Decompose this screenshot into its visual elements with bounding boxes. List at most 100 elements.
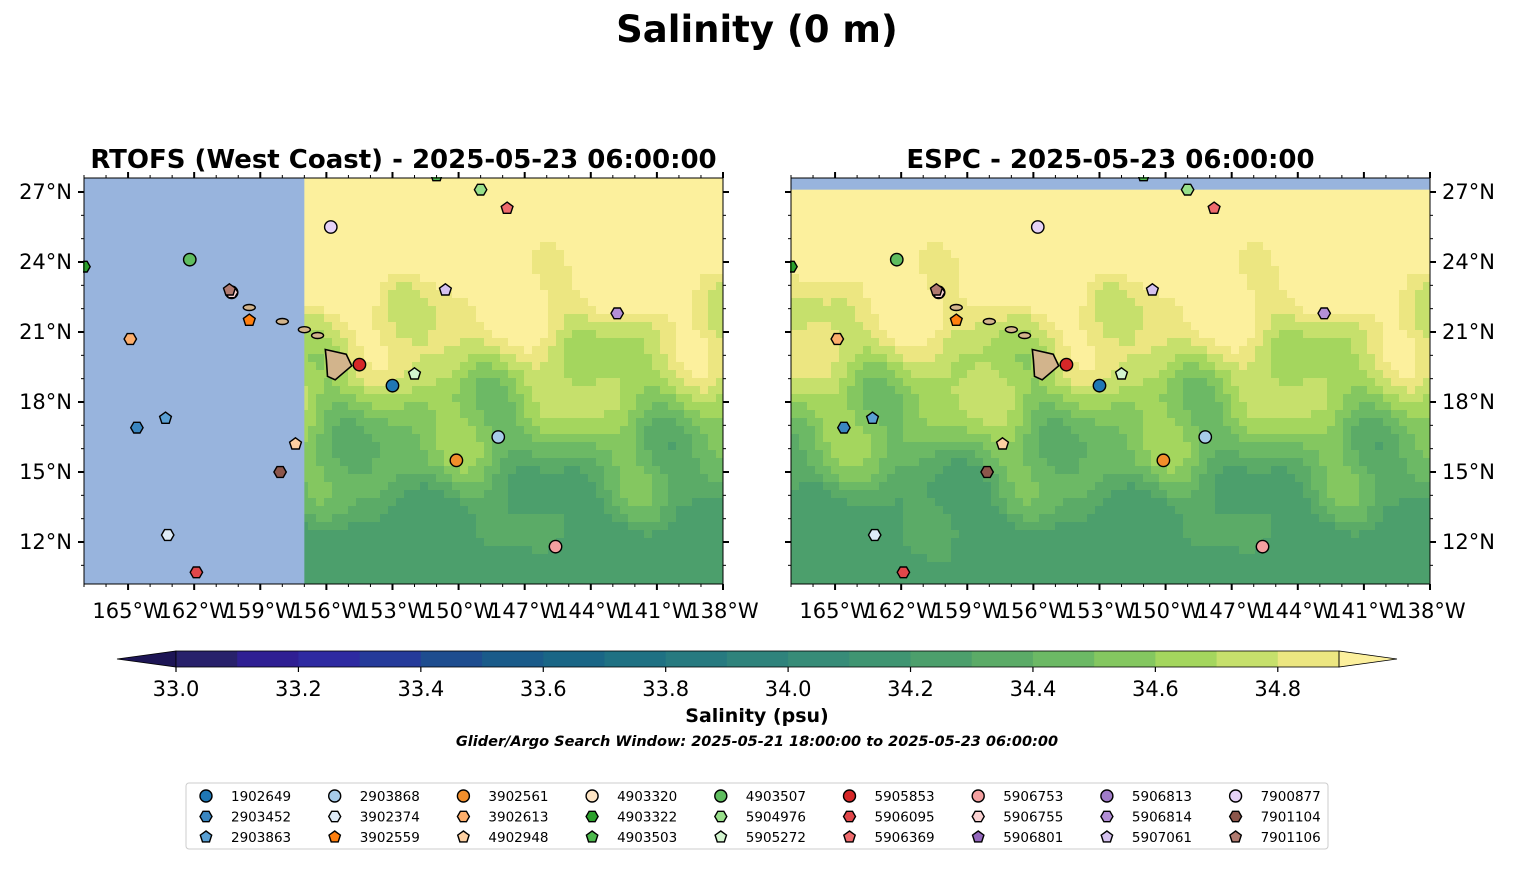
salinity-cell	[500, 482, 508, 490]
salinity-cell	[468, 562, 476, 570]
salinity-cell	[823, 210, 831, 218]
salinity-cell	[604, 434, 612, 442]
salinity-cell	[879, 242, 887, 250]
salinity-cell	[380, 474, 388, 482]
salinity-cell	[324, 298, 332, 306]
salinity-cell	[1095, 242, 1103, 250]
salinity-cell	[388, 202, 396, 210]
salinity-cell	[332, 314, 340, 322]
salinity-cell	[1359, 210, 1367, 218]
salinity-cell	[1415, 186, 1423, 194]
salinity-cell	[580, 546, 588, 554]
salinity-cell	[452, 434, 460, 442]
salinity-cell	[452, 322, 460, 330]
salinity-cell	[588, 362, 596, 370]
salinity-cell	[999, 210, 1007, 218]
salinity-cell	[388, 546, 396, 554]
salinity-cell	[412, 338, 420, 346]
salinity-cell	[708, 522, 716, 530]
salinity-cell	[468, 306, 476, 314]
salinity-cell	[308, 178, 316, 186]
salinity-cell	[324, 546, 332, 554]
salinity-cell	[620, 178, 628, 186]
salinity-cell	[436, 530, 444, 538]
y-tick-label: 18°N	[19, 390, 72, 414]
salinity-cell	[324, 578, 332, 584]
salinity-cell	[372, 202, 380, 210]
salinity-cell	[1247, 202, 1255, 210]
salinity-cell	[604, 562, 612, 570]
salinity-cell	[895, 186, 903, 194]
salinity-cell	[476, 394, 484, 402]
salinity-cell	[556, 402, 564, 410]
salinity-cell	[484, 514, 492, 522]
salinity-cell	[484, 554, 492, 562]
salinity-cell	[676, 370, 684, 378]
salinity-cell	[596, 306, 604, 314]
salinity-cell	[436, 402, 444, 410]
salinity-cell	[628, 474, 636, 482]
island	[310, 331, 325, 340]
salinity-cell	[620, 458, 628, 466]
salinity-cell	[468, 418, 476, 426]
salinity-cell	[1047, 202, 1055, 210]
salinity-cell	[660, 394, 668, 402]
salinity-cell	[348, 554, 356, 562]
salinity-cell	[1223, 210, 1231, 218]
island	[297, 325, 312, 334]
salinity-cell	[700, 410, 708, 418]
salinity-cell	[668, 322, 676, 330]
salinity-cell	[791, 234, 799, 242]
salinity-cell	[983, 218, 991, 226]
salinity-cell	[700, 386, 708, 394]
salinity-cell	[332, 178, 340, 186]
salinity-cell	[943, 210, 951, 218]
salinity-cell	[1303, 242, 1311, 250]
salinity-cell	[372, 554, 380, 562]
salinity-cell	[636, 362, 644, 370]
salinity-cell	[516, 346, 524, 354]
salinity-cell	[708, 442, 716, 450]
salinity-cell	[412, 490, 420, 498]
salinity-cell	[1175, 226, 1183, 234]
salinity-cell	[348, 298, 356, 306]
salinity-cell	[364, 570, 372, 578]
salinity-cell	[708, 578, 716, 584]
salinity-cell	[668, 354, 676, 362]
salinity-cell	[492, 362, 500, 370]
salinity-cell	[676, 538, 684, 546]
salinity-cell	[460, 458, 468, 466]
salinity-cell	[628, 410, 636, 418]
salinity-cell	[799, 242, 807, 250]
salinity-cell	[492, 482, 500, 490]
salinity-cell	[1327, 202, 1335, 210]
salinity-cell	[1279, 210, 1287, 218]
salinity-cell	[716, 474, 723, 482]
salinity-cell	[580, 202, 588, 210]
salinity-cell	[444, 194, 452, 202]
salinity-cell	[548, 482, 556, 490]
salinity-cell	[524, 314, 532, 322]
salinity-cell	[468, 210, 476, 218]
salinity-cell	[1319, 202, 1327, 210]
salinity-cell	[460, 562, 468, 570]
salinity-cell	[668, 570, 676, 578]
salinity-cell	[1079, 218, 1087, 226]
salinity-cell	[564, 554, 572, 562]
salinity-cell	[1119, 226, 1127, 234]
salinity-cell	[508, 402, 516, 410]
salinity-cell	[524, 362, 532, 370]
salinity-cell	[580, 322, 588, 330]
salinity-cell	[564, 362, 572, 370]
salinity-cell	[428, 522, 436, 530]
salinity-cell	[388, 362, 396, 370]
salinity-cell	[668, 194, 676, 202]
salinity-cell	[476, 522, 484, 530]
salinity-cell	[412, 314, 420, 322]
salinity-cell	[1111, 194, 1119, 202]
salinity-cell	[620, 202, 628, 210]
salinity-cell	[516, 194, 524, 202]
salinity-cell	[404, 570, 412, 578]
salinity-cell	[716, 522, 723, 530]
salinity-cell	[612, 530, 620, 538]
